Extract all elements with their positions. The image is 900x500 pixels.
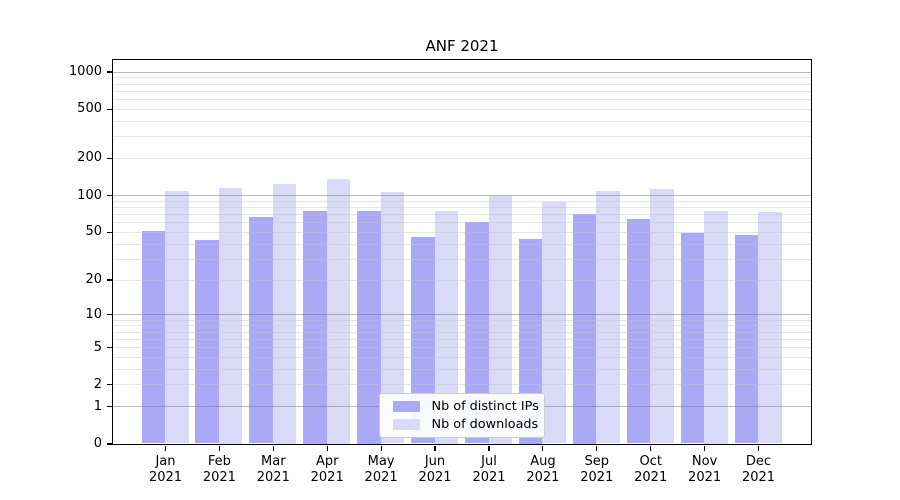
- y-tick-label-200: 200: [77, 150, 102, 166]
- x-tick-label-sep: Sep 2021: [580, 454, 614, 485]
- x-tick-mark-aug: [542, 445, 544, 451]
- bar-downloads-apr: [326, 179, 351, 444]
- bar-ips-dec: [734, 235, 758, 444]
- plot-area: Nb of distinct IPs Nb of downloads: [111, 58, 812, 445]
- y-tick-mark-20: [106, 279, 112, 281]
- legend-row-downloads: Nb of downloads: [380, 417, 544, 432]
- bar-ips-oct: [626, 218, 651, 444]
- x-tick-mark-sep: [596, 445, 598, 451]
- bar-ips-may: [357, 211, 381, 444]
- x-tick-label-apr: Apr 2021: [310, 454, 344, 485]
- y-tick-label-10: 10: [85, 306, 102, 322]
- bar-ips-apr: [303, 211, 327, 444]
- bar-downloads-jun: [434, 211, 458, 444]
- y-tick-mark-50: [106, 231, 112, 233]
- bar-ips-aug: [518, 238, 543, 444]
- bar-downloads-oct: [650, 189, 674, 444]
- bar-downloads-dec: [758, 211, 782, 444]
- bar-downloads-may: [380, 192, 405, 444]
- legend-swatch-distinct-ips: [392, 400, 420, 412]
- x-tick-label-jul: Jul 2021: [472, 454, 506, 485]
- x-tick-label-mar: Mar 2021: [256, 454, 290, 485]
- bar-ips-jun: [411, 237, 435, 444]
- y-tick-mark-10: [106, 314, 112, 316]
- x-tick-mark-jun: [434, 445, 436, 451]
- x-tick-mark-feb: [218, 445, 221, 451]
- x-tick-mark-jul: [488, 445, 490, 451]
- x-tick-mark-mar: [272, 445, 274, 451]
- x-tick-mark-jan: [164, 445, 167, 451]
- legend-label-downloads: Nb of downloads: [431, 416, 539, 432]
- bar-ips-mar: [249, 217, 273, 444]
- x-tick-label-dec: Dec 2021: [741, 454, 776, 485]
- x-tick-label-jun: Jun 2021: [418, 454, 452, 485]
- y-tick-mark-1000: [106, 71, 112, 73]
- y-tick-label-2: 2: [93, 376, 102, 392]
- legend: Nb of distinct IPs Nb of downloads: [378, 392, 545, 438]
- legend-swatch-downloads: [392, 418, 420, 430]
- bar-ips-sep: [572, 214, 597, 444]
- y-tick-label-100: 100: [77, 187, 102, 203]
- y-tick-label-1: 1: [93, 398, 102, 414]
- x-tick-mark-oct: [650, 445, 652, 451]
- x-tick-mark-may: [380, 445, 382, 451]
- bar-ips-nov: [680, 232, 705, 444]
- bar-downloads-aug: [542, 202, 566, 444]
- y-tick-mark-2: [106, 384, 112, 386]
- chart-title: ANF 2021: [425, 37, 499, 55]
- bars-layer: [113, 60, 811, 444]
- x-tick-label-jan: Jan 2021: [148, 454, 183, 485]
- bar-downloads-sep: [596, 190, 620, 444]
- x-tick-label-aug: Aug 2021: [526, 454, 560, 485]
- x-tick-mark-apr: [326, 445, 328, 451]
- y-tick-label-20: 20: [85, 272, 102, 288]
- y-tick-label-1000: 1000: [68, 64, 102, 79]
- y-tick-mark-500: [106, 108, 112, 110]
- y-tick-mark-0: [106, 443, 112, 445]
- bar-ips-jan: [141, 230, 165, 444]
- y-tick-label-50: 50: [85, 224, 102, 240]
- bar-downloads-jul: [488, 195, 512, 444]
- y-tick-mark-200: [106, 157, 112, 160]
- x-tick-label-nov: Nov 2021: [688, 454, 722, 485]
- bar-downloads-nov: [704, 211, 728, 444]
- y-tick-label-500: 500: [77, 101, 102, 117]
- y-tick-mark-100: [106, 194, 112, 197]
- x-tick-mark-dec: [757, 445, 760, 451]
- x-tick-label-feb: Feb 2021: [202, 454, 236, 485]
- bar-ips-jul: [465, 222, 489, 444]
- y-tick-label-0: 0: [93, 436, 102, 451]
- y-tick-mark-1: [106, 406, 112, 408]
- y-tick-label-5: 5: [93, 339, 102, 355]
- x-tick-label-may: May 2021: [364, 454, 398, 485]
- bar-downloads-mar: [272, 183, 297, 444]
- bar-downloads-feb: [218, 188, 243, 444]
- bar-downloads-jan: [165, 191, 189, 444]
- x-tick-mark-nov: [703, 445, 706, 451]
- legend-row-distinct-ips: Nb of distinct IPs: [380, 399, 544, 414]
- bar-ips-feb: [195, 239, 219, 444]
- x-tick-label-oct: Oct 2021: [634, 454, 668, 485]
- legend-label-distinct-ips: Nb of distinct IPs: [431, 398, 539, 414]
- y-tick-mark-5: [106, 346, 112, 349]
